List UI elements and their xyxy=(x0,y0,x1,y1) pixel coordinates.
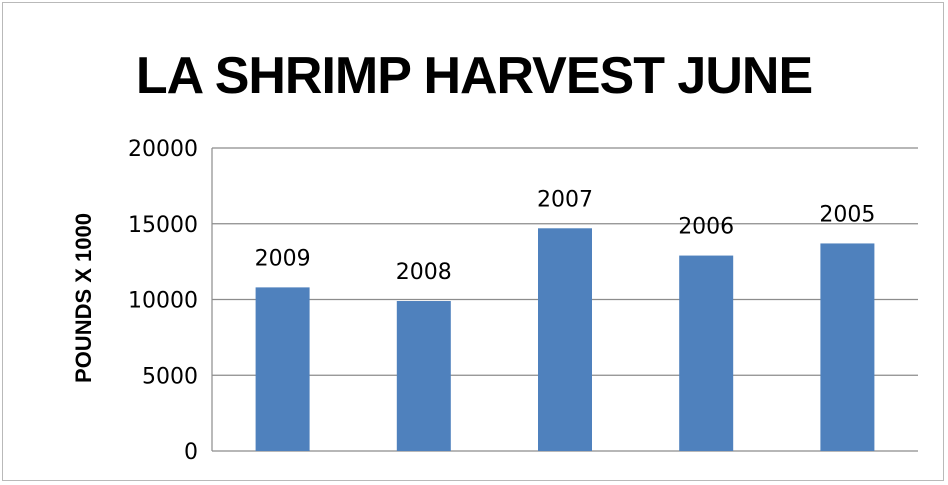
y-tick-label: 15000 xyxy=(128,213,198,238)
bar-2008 xyxy=(396,301,451,451)
bars xyxy=(255,228,875,451)
data-labels: 2009 2008 2007 2006 2005 xyxy=(255,187,876,285)
bar-2009 xyxy=(255,287,310,451)
chart-title: LA SHRIMP HARVEST JUNE xyxy=(135,47,813,105)
y-tick-label: 0 xyxy=(184,440,198,465)
bar-2006 xyxy=(679,255,734,451)
data-label-2009: 2009 xyxy=(255,246,311,271)
data-label-2007: 2007 xyxy=(537,187,593,212)
y-tick-labels: 0 5000 10000 15000 20000 xyxy=(128,137,198,465)
data-label-2008: 2008 xyxy=(396,260,452,285)
data-label-2006: 2006 xyxy=(678,215,734,240)
y-tick-label: 5000 xyxy=(142,364,198,389)
bar-2005 xyxy=(820,243,875,451)
bar-2007 xyxy=(538,228,592,451)
y-tick-label: 10000 xyxy=(128,289,198,314)
data-label-2005: 2005 xyxy=(819,202,875,227)
y-tick-label: 20000 xyxy=(128,137,198,162)
